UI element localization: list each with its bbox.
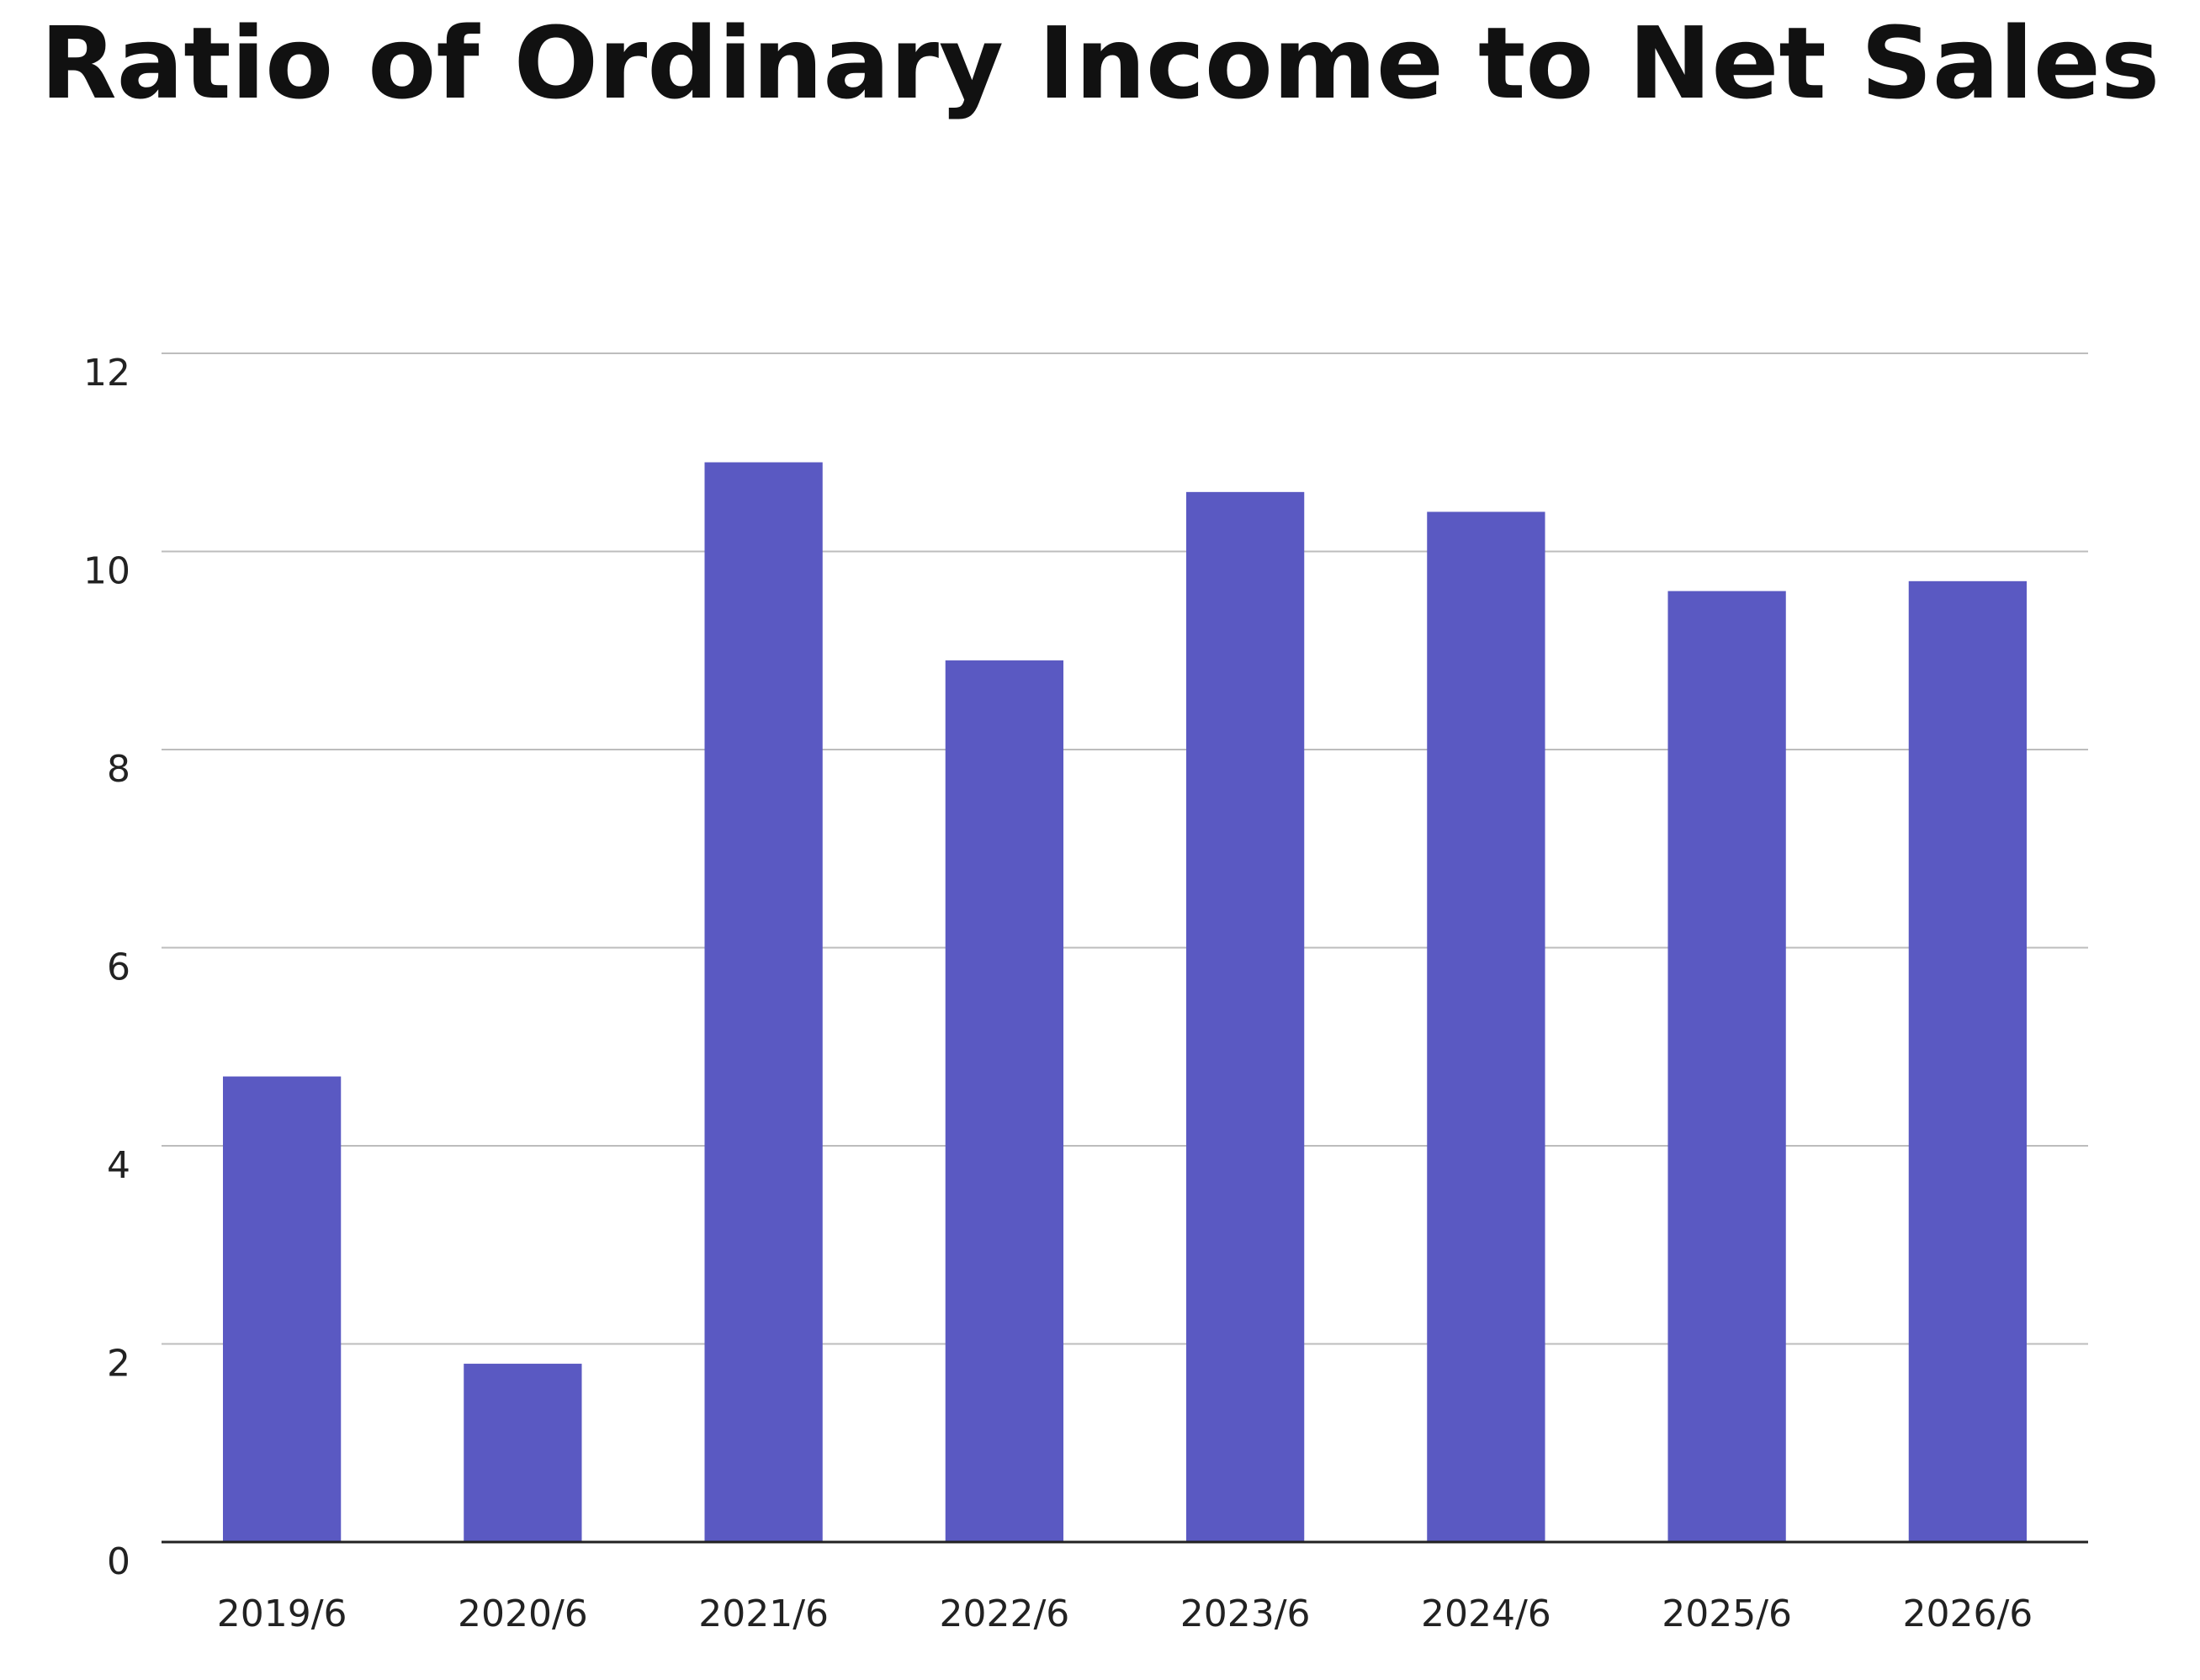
- x-axis-ticks: 2019/6 2020/6 2021/6 2022/6 2023/6 2024/6 2025…: [217, 1593, 2033, 1635]
- gridlines: [162, 352, 2088, 1345]
- bar-2026-6: [1908, 580, 2028, 1543]
- bar-2020-6: [464, 1364, 582, 1542]
- bars: [222, 462, 2028, 1543]
- chart-title: Ratio of Ordinary Income to Net Sales: [40, 5, 2160, 121]
- bar-2022-6: [945, 660, 1064, 1542]
- bar-2023-6: [1185, 491, 1305, 1542]
- x-tick-label: 2020/6: [458, 1593, 588, 1635]
- x-tick-label: 2019/6: [217, 1593, 347, 1635]
- bar-2021-6: [704, 462, 823, 1542]
- y-tick-label: 12: [83, 352, 130, 395]
- x-tick-label: 2022/6: [939, 1593, 1069, 1635]
- y-tick-label: 4: [107, 1144, 130, 1187]
- x-tick-label: 2024/6: [1421, 1593, 1551, 1635]
- bar-2025-6: [1667, 591, 1786, 1542]
- y-tick-label: 2: [107, 1343, 130, 1386]
- y-tick-label: 10: [83, 550, 130, 593]
- x-tick-label: 2021/6: [698, 1593, 829, 1635]
- bar-2019-6: [222, 1076, 342, 1542]
- x-tick-label: 2023/6: [1180, 1593, 1311, 1635]
- y-tick-label: 8: [107, 748, 130, 791]
- y-axis-ticks: 0 2 4 6 8 10 12: [83, 352, 130, 1583]
- x-tick-label: 2025/6: [1662, 1593, 1792, 1635]
- y-tick-label: 0: [107, 1540, 130, 1583]
- x-tick-label: 2026/6: [1902, 1593, 2033, 1635]
- y-tick-label: 6: [107, 946, 130, 989]
- bar-2024-6: [1427, 511, 1545, 1542]
